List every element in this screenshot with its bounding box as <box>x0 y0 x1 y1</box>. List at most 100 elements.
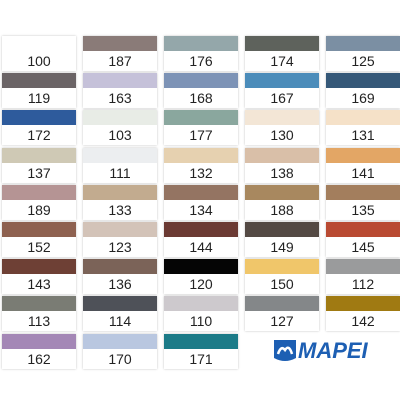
color-swatch <box>83 296 157 312</box>
swatch-card: 144 <box>164 222 238 257</box>
color-code: 135 <box>351 201 375 218</box>
swatch-card: 136 <box>83 259 157 295</box>
swatch-card: 170 <box>83 333 157 369</box>
swatch-card: 177 <box>164 110 238 146</box>
color-code: 100 <box>27 53 51 69</box>
color-swatch <box>245 110 319 126</box>
swatch-card: 188 <box>245 184 319 220</box>
color-code: 167 <box>270 90 294 107</box>
color-swatch <box>2 184 76 200</box>
color-code: 134 <box>189 201 213 218</box>
swatch-card: 127 <box>245 296 319 332</box>
color-code: 152 <box>27 239 51 255</box>
swatch-card: 135 <box>326 184 400 220</box>
color-code: 150 <box>270 276 294 293</box>
color-code: 163 <box>108 90 132 107</box>
color-swatch <box>83 222 157 237</box>
color-swatch <box>164 296 238 312</box>
swatch-card: 111 <box>83 147 157 183</box>
color-code: 187 <box>108 53 132 69</box>
color-code: 189 <box>27 201 51 218</box>
color-code: 125 <box>351 53 375 69</box>
swatch-card: 150 <box>245 259 319 295</box>
swatch-card: 132 <box>164 147 238 183</box>
swatch-card: 133 <box>83 184 157 220</box>
swatch-card: 152 <box>2 222 76 257</box>
color-code: 143 <box>27 276 51 293</box>
swatch-card: 119 <box>2 73 76 109</box>
color-code: 119 <box>27 90 51 107</box>
color-swatch <box>245 36 319 51</box>
swatch-card: 163 <box>83 73 157 109</box>
color-code: 141 <box>351 164 375 181</box>
color-swatch <box>326 36 400 51</box>
logo-text: MAPEI <box>298 338 368 363</box>
color-code: 112 <box>351 276 375 293</box>
color-swatch <box>2 259 76 275</box>
color-swatch <box>326 73 400 89</box>
color-swatch <box>2 333 76 349</box>
color-swatch <box>164 222 238 237</box>
swatch-card: 169 <box>326 73 400 109</box>
swatch-card: 141 <box>326 147 400 183</box>
color-code: 149 <box>270 239 294 255</box>
color-swatch <box>326 259 400 275</box>
color-swatch <box>83 110 157 126</box>
color-code: 114 <box>108 313 132 330</box>
color-swatch <box>83 184 157 200</box>
color-swatch <box>326 110 400 126</box>
color-swatch <box>2 222 76 237</box>
swatch-card: 142 <box>326 296 400 332</box>
swatch-card: 171 <box>164 333 238 369</box>
color-swatch <box>245 147 319 163</box>
swatch-card: 162 <box>2 333 76 369</box>
color-swatch <box>83 73 157 89</box>
logo-icon <box>274 340 296 361</box>
color-swatch <box>2 147 76 163</box>
color-swatch <box>245 296 319 312</box>
swatch-card: 103 <box>83 110 157 146</box>
logo: MAPEI <box>272 336 372 366</box>
swatch-card: 145 <box>326 222 400 257</box>
color-code: 120 <box>189 276 213 293</box>
color-swatch <box>83 147 157 163</box>
color-code: 127 <box>270 313 294 330</box>
color-code: 123 <box>108 239 132 255</box>
color-swatch <box>164 147 238 163</box>
swatch-card: 149 <box>245 222 319 257</box>
swatch-card: 174 <box>245 36 319 71</box>
color-code: 113 <box>27 313 51 330</box>
swatch-card: 189 <box>2 184 76 220</box>
color-code: 171 <box>189 350 213 367</box>
color-swatch <box>83 36 157 51</box>
swatch-card: 143 <box>2 259 76 295</box>
color-swatch <box>245 222 319 237</box>
color-code: 168 <box>189 90 213 107</box>
color-code: 133 <box>108 201 132 218</box>
swatch-card: 168 <box>164 73 238 109</box>
swatch-card: 120 <box>164 259 238 295</box>
swatch-card: 134 <box>164 184 238 220</box>
color-swatch <box>245 73 319 89</box>
color-code: 144 <box>189 239 213 255</box>
color-code: 138 <box>270 164 294 181</box>
color-swatch <box>164 73 238 89</box>
swatch-card: 123 <box>83 222 157 257</box>
color-code: 169 <box>351 90 375 107</box>
swatch-card: 167 <box>245 73 319 109</box>
color-code: 170 <box>108 350 132 367</box>
color-swatch <box>2 36 76 51</box>
color-code: 111 <box>109 164 131 181</box>
color-swatch <box>326 184 400 200</box>
swatch-card: 112 <box>326 259 400 295</box>
swatch-card: 114 <box>83 296 157 332</box>
swatch-card: 172 <box>2 110 76 146</box>
color-code: 177 <box>189 127 213 144</box>
color-swatch <box>326 147 400 163</box>
color-swatch <box>164 259 238 275</box>
color-swatch <box>245 259 319 275</box>
color-code: 131 <box>351 127 375 144</box>
swatch-card: 113 <box>2 296 76 332</box>
color-swatch <box>2 73 76 89</box>
